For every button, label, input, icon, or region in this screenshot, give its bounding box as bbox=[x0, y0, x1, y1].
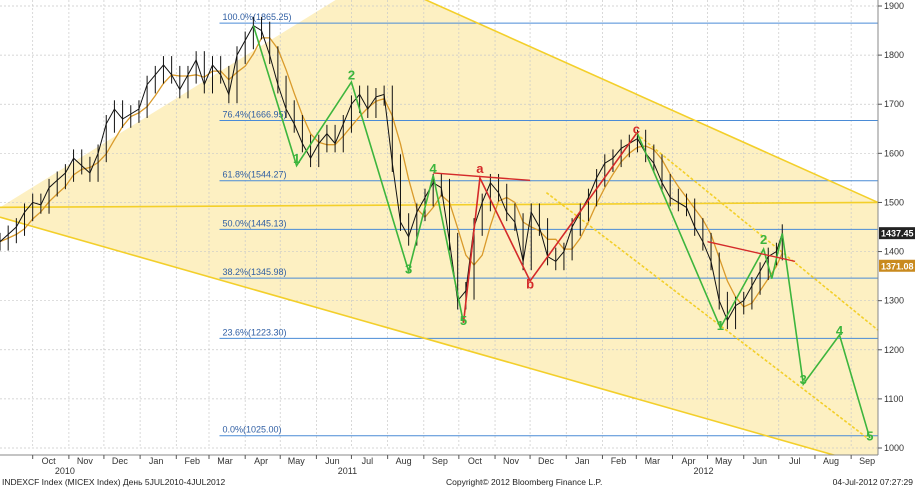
x-year-label: 2010 bbox=[55, 466, 75, 476]
wave-label-green: 3 bbox=[405, 262, 412, 277]
channel-band bbox=[0, 0, 878, 455]
annotation-labels: 1 2 3 4 5 1 2 3 4 5 a b c bbox=[293, 68, 874, 444]
x-tick-label: Mar bbox=[217, 456, 233, 466]
x-tick-label: Apr bbox=[254, 456, 268, 466]
fib-level-label: 100.0%(1865.25) bbox=[223, 12, 292, 22]
x-year-label: 2011 bbox=[338, 466, 357, 476]
wave-label-green: 1 bbox=[293, 151, 300, 166]
moving-average-tag-background bbox=[879, 259, 915, 272]
footer-copyright: Copyright© 2012 Bloomberg Finance L.P. bbox=[446, 477, 602, 487]
x-tick-label: Aug bbox=[823, 456, 839, 466]
x-tick-label: Sep bbox=[432, 456, 448, 466]
wave-label-green: 3 bbox=[800, 372, 807, 387]
x-tick-label: Nov bbox=[77, 456, 94, 466]
footer-timestamp: 04-Jul-2012 07:27:29 bbox=[833, 477, 914, 487]
wave-label-green: 4 bbox=[836, 323, 844, 338]
last-price-tag-background bbox=[879, 227, 915, 240]
fib-level-label: 61.8%(1544.27) bbox=[223, 170, 287, 180]
x-tick-label: Jan bbox=[575, 456, 590, 466]
x-year-label: 2012 bbox=[694, 466, 714, 476]
x-tick-label: Feb bbox=[611, 456, 627, 466]
x-tick-label: Apr bbox=[682, 456, 696, 466]
y-tick-label: 1500 bbox=[884, 197, 904, 207]
x-tick-label: Jun bbox=[325, 456, 340, 466]
y-tick-label: 1700 bbox=[884, 99, 904, 109]
x-tick-label: Aug bbox=[396, 456, 412, 466]
wave-path-green bbox=[252, 25, 465, 323]
x-tick-label: May bbox=[715, 456, 733, 466]
wave-label-green: 2 bbox=[760, 232, 767, 247]
wave-label-green: 5 bbox=[460, 313, 467, 328]
channel-inner-dotted-line bbox=[635, 133, 878, 331]
channel-lower-line bbox=[0, 216, 837, 455]
wave-label-green: 5 bbox=[866, 429, 873, 444]
y-tick-label: 1200 bbox=[884, 345, 904, 355]
y-tick-label: 1900 bbox=[884, 1, 904, 11]
wave-label-red: c bbox=[633, 122, 640, 137]
x-tick-label: Jul bbox=[789, 456, 801, 466]
resistance-line-red bbox=[707, 241, 796, 263]
y-tick-label: 1300 bbox=[884, 296, 904, 306]
x-tick-label: Oct bbox=[468, 456, 483, 466]
fib-level-label: 76.4%(1666.95) bbox=[223, 109, 287, 119]
x-tick-label: May bbox=[288, 456, 306, 466]
y-tick-label: 1800 bbox=[884, 50, 904, 60]
last-price-tag: 1437.45 bbox=[881, 229, 914, 239]
footer-index-description: INDEXCF Index (MICEX Index) День 5JUL201… bbox=[2, 477, 225, 487]
x-tick-label: Sep bbox=[859, 456, 875, 466]
resistance-line-red bbox=[433, 172, 531, 182]
y-tick-label: 1100 bbox=[884, 394, 903, 404]
x-tick-label: Oct bbox=[42, 456, 57, 466]
wave-label-red: a bbox=[476, 161, 484, 176]
wave-path-red bbox=[462, 133, 637, 323]
x-tick-label: Jan bbox=[149, 456, 164, 466]
x-tick-label: Dec bbox=[112, 456, 129, 466]
x-tick-label: Nov bbox=[503, 456, 520, 466]
wave-label-green: 1 bbox=[717, 318, 724, 333]
channel-inner-dotted-line bbox=[545, 191, 868, 439]
fib-level-label: 50.0%(1445.13) bbox=[223, 218, 287, 228]
price-line bbox=[0, 24, 783, 322]
wave-path-green bbox=[636, 133, 871, 439]
moving-average-tag: 1371.08 bbox=[881, 261, 914, 271]
x-tick-label: Jul bbox=[362, 456, 374, 466]
y-tick-label: 1400 bbox=[884, 247, 904, 257]
wave-label-red: b bbox=[526, 276, 534, 291]
x-tick-label: Feb bbox=[185, 456, 201, 466]
channel-top-line bbox=[424, 0, 878, 204]
fib-level-label: 0.0%(1025.00) bbox=[223, 425, 282, 435]
x-tick-label: Mar bbox=[645, 456, 661, 466]
x-tick-label: Dec bbox=[538, 456, 555, 466]
wave-label-green: 4 bbox=[430, 161, 438, 176]
y-tick-label: 1000 bbox=[884, 443, 904, 453]
plot-area: 100.0%(1865.25) 76.4%(1666.95) 61.8%(1544.… bbox=[0, 0, 878, 455]
wave-label-green: 2 bbox=[348, 68, 355, 83]
fib-level-label: 38.2%(1345.98) bbox=[223, 267, 287, 277]
y-tick-label: 1600 bbox=[884, 148, 904, 158]
x-tick-label: Jun bbox=[752, 456, 767, 466]
fib-level-label: 23.6%(1223.30) bbox=[223, 327, 287, 337]
